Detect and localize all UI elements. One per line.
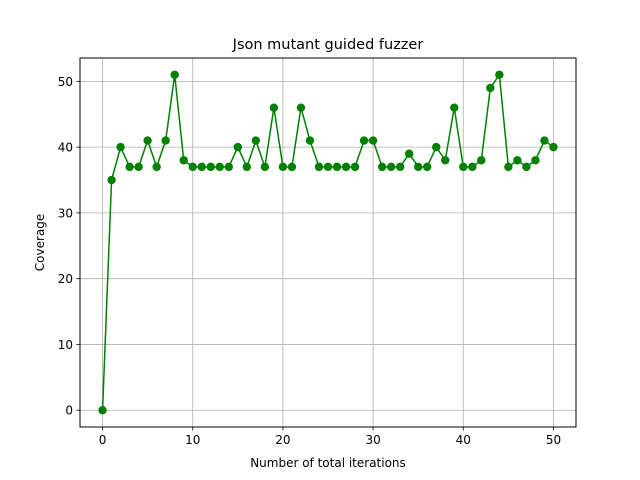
data-point <box>152 162 161 172</box>
data-point <box>179 156 188 165</box>
x-tick-label: 40 <box>456 433 471 447</box>
data-point <box>323 162 333 172</box>
x-tick-label: 10 <box>185 433 200 447</box>
data-point <box>341 162 351 172</box>
data-point <box>549 142 558 152</box>
data-point <box>350 162 360 172</box>
data-point <box>233 142 243 152</box>
y-axis-label: Coverage <box>33 214 47 272</box>
data-point <box>404 149 414 158</box>
data-point <box>224 162 233 172</box>
data-point <box>477 156 486 165</box>
data-point <box>531 156 540 165</box>
data-point <box>413 162 423 172</box>
data-point <box>522 162 531 172</box>
data-point <box>260 162 270 172</box>
data-point <box>368 136 378 145</box>
data-point <box>125 162 134 172</box>
x-tick-label: 20 <box>275 433 290 447</box>
y-tick-label: 10 <box>58 338 73 352</box>
data-point <box>468 162 477 172</box>
data-point <box>386 162 396 172</box>
y-tick-label: 0 <box>65 404 73 418</box>
data-point <box>98 406 107 415</box>
data-point <box>459 162 468 172</box>
data-point <box>206 162 215 172</box>
data-point <box>215 162 224 172</box>
data-point <box>107 175 116 185</box>
x-axis-label: Number of total iterations <box>250 456 406 470</box>
data-point <box>495 70 504 79</box>
data-point <box>287 162 297 172</box>
data-point <box>134 162 143 172</box>
series-layer <box>98 70 558 415</box>
data-point <box>296 103 306 112</box>
data-point <box>332 162 342 172</box>
data-point <box>170 70 179 79</box>
chart-title: Json mutant guided fuzzer <box>232 37 424 53</box>
ticks: 0 10 20 30 40 50 0 10 20 30 40 50 <box>58 75 561 447</box>
data-point <box>540 136 549 145</box>
y-tick-label: 50 <box>58 75 73 89</box>
y-tick-label: 20 <box>58 272 73 286</box>
data-point <box>116 142 125 152</box>
data-point <box>278 162 288 172</box>
data-point <box>188 162 197 172</box>
data-point <box>197 162 206 172</box>
data-point <box>432 142 441 152</box>
data-point <box>242 162 252 172</box>
data-point <box>251 136 261 145</box>
data-point <box>359 136 369 145</box>
data-point <box>395 162 405 172</box>
y-tick-label: 30 <box>58 206 73 220</box>
data-point <box>441 156 450 165</box>
data-point <box>513 156 522 165</box>
y-tick-label: 40 <box>58 141 73 155</box>
x-tick-label: 0 <box>99 433 107 447</box>
data-point <box>486 83 495 93</box>
x-tick-label: 50 <box>546 433 561 447</box>
x-tick-label: 30 <box>365 433 380 447</box>
data-point <box>269 103 279 112</box>
data-point <box>377 162 387 172</box>
data-point <box>450 103 459 112</box>
data-point <box>161 136 170 145</box>
data-point <box>423 162 432 172</box>
data-point <box>143 136 152 145</box>
data-point <box>314 162 324 172</box>
plot-frame <box>79 57 577 428</box>
data-point <box>504 162 513 172</box>
data-point <box>305 136 315 145</box>
